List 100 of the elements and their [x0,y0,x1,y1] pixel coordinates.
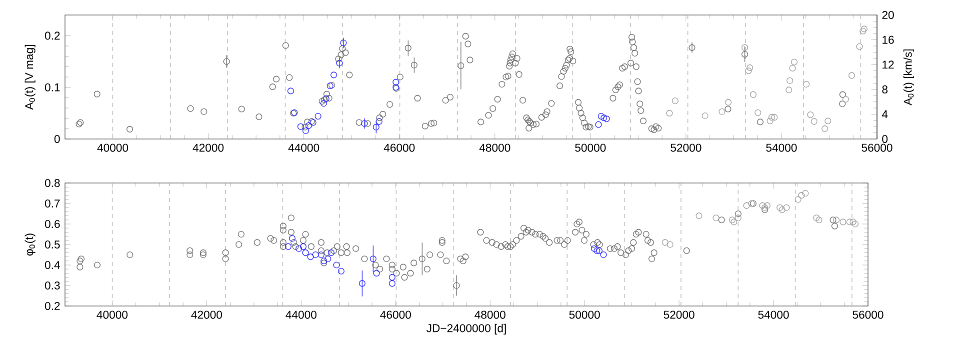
point [768,114,775,121]
point [833,216,840,224]
point [771,114,778,121]
point [764,202,770,209]
point [338,268,344,274]
y-tick-label: 0.2 [44,32,60,40]
point [840,218,846,226]
x-tick-label: 56000 [862,144,892,152]
point [328,249,334,256]
point [852,220,859,228]
x-tick-label: 42000 [191,310,222,319]
point [860,26,868,32]
point [802,190,809,197]
y2-tick-label: 4 [882,110,888,118]
point [333,262,340,268]
point [842,96,849,102]
point [284,243,292,250]
point [848,72,856,79]
point [807,111,814,118]
point [666,110,673,116]
point [305,122,312,129]
point [314,113,322,120]
point [728,216,736,224]
point [596,247,603,254]
y-tick-label: 0.5 [44,240,60,249]
point [598,113,604,120]
y2-axis-title: A$_{0}$(t) [km/s] [903,49,914,106]
point [373,270,380,276]
point [803,80,810,88]
x-tick-label: 40000 [97,144,128,152]
point [340,40,347,46]
x-tick-label: 48000 [474,310,506,319]
x-tick-label: 44000 [288,144,320,152]
point [860,28,866,34]
y2-tick-label: 20 [882,11,894,20]
point [786,86,792,94]
x-tick-label: 52000 [670,144,702,152]
point [666,241,674,248]
x-tick-label: 54000 [758,310,789,319]
y-tick-label: 0.1 [44,83,60,92]
point [776,204,784,211]
y-tick-label: 0.3 [44,281,60,290]
point [725,99,732,106]
x-tick-label: 48000 [479,144,510,152]
point [590,245,598,252]
point [778,206,786,213]
point [754,109,762,116]
point [302,127,310,134]
point [794,196,802,203]
x-tick-label: 52000 [664,310,694,319]
y-tick-label: 0 [54,134,60,144]
point [822,125,828,132]
y-tick-label: 0.7 [44,200,60,208]
x-axis-title: JD−2400000 [d] [426,324,506,334]
x-tick-label: 50000 [569,310,600,319]
x-tick-label: 50000 [575,144,606,152]
point [783,204,790,211]
y2-tick-label: 12 [882,60,894,69]
x-tick-label: 46000 [380,310,411,319]
point [603,116,610,122]
point [746,64,754,71]
point [600,251,607,258]
x-tick-label: 44000 [286,310,316,319]
point [759,202,766,209]
point [734,214,742,222]
point [846,218,853,226]
point [336,60,343,66]
x-tick-label: 56000 [852,310,884,319]
point [696,212,702,220]
point [824,118,832,124]
point [372,124,380,130]
y-tick-label: 0.8 [44,179,60,188]
y2-tick-label: 8 [882,85,888,94]
point [388,280,396,287]
y-axis-title: φ$_{0}$(t) [24,234,36,256]
point [595,121,602,128]
point [766,118,774,124]
y-tick-label: 0.4 [44,260,60,270]
point [318,251,324,258]
y-axis-title: A$_{0}$(t) [V mag] [24,45,36,110]
x-tick-label: 54000 [766,144,797,152]
point [297,123,304,130]
point [600,114,608,122]
point [307,254,314,260]
point [791,58,798,66]
point [742,44,748,51]
point [361,120,368,127]
point [850,218,856,226]
point [718,108,726,115]
point [789,64,796,72]
point [786,77,794,84]
point [296,245,302,252]
point [287,88,294,94]
point [376,118,382,125]
point [662,239,668,246]
y2-tick-label: 16 [882,36,894,44]
point [594,247,600,254]
y-tick-label: 0.2 [44,302,60,310]
y2-tick-label: 0 [882,134,888,144]
point [810,118,818,125]
